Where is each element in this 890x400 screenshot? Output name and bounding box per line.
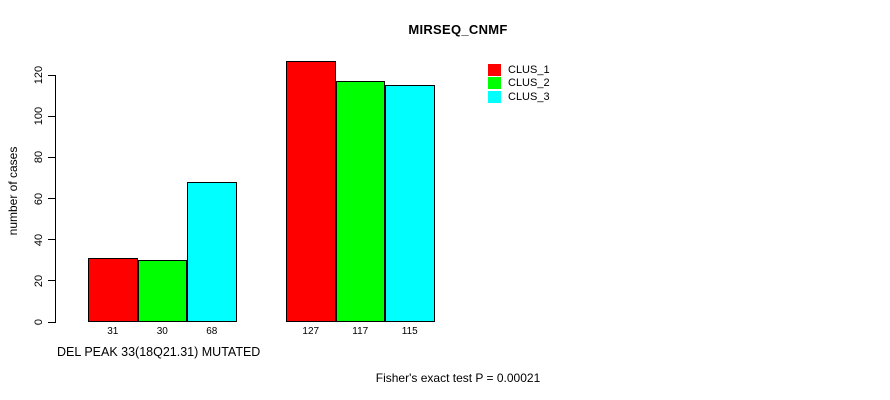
y-tick-mark: [48, 280, 55, 282]
y-tick-label: 0: [33, 318, 45, 326]
y-axis-line: [55, 75, 56, 323]
y-tick-label: 80: [33, 151, 45, 164]
legend: CLUS_1 CLUS_2 CLUS_3: [488, 63, 550, 104]
y-tick-label: 100: [33, 106, 45, 126]
bar-value-label: 117: [352, 326, 369, 337]
bar-clus_2: [335, 81, 385, 322]
legend-swatch-icon: [488, 77, 501, 90]
legend-label: CLUS_2: [508, 77, 550, 90]
chart-title: MIRSEQ_CNMF: [408, 22, 508, 37]
footer-note: Fisher's exact test P = 0.00021: [375, 371, 541, 385]
y-tick-mark: [48, 115, 55, 117]
y-tick-mark: [48, 321, 55, 323]
legend-swatch-icon: [488, 90, 501, 103]
y-tick-mark: [48, 156, 55, 158]
bar-clus_2: [137, 260, 187, 322]
y-tick-mark: [48, 239, 55, 241]
bar-value-label: 68: [206, 326, 218, 337]
legend-item: CLUS_3: [488, 90, 550, 104]
y-tick-mark: [48, 74, 55, 76]
legend-swatch-icon: [488, 63, 501, 76]
y-tick-label: 20: [33, 274, 45, 287]
legend-item: CLUS_1: [488, 63, 550, 77]
bar-clus_1: [286, 60, 336, 322]
bar-clus_1: [88, 258, 138, 322]
y-tick-label: 60: [33, 192, 45, 205]
bar-clus_3: [187, 182, 237, 322]
y-tick-label: 120: [33, 65, 45, 85]
y-tick-mark: [48, 198, 55, 199]
legend-label: CLUS_3: [508, 90, 550, 103]
bar-value-label: 127: [302, 326, 320, 337]
y-tick-label: 40: [33, 233, 45, 246]
legend-label: CLUS_1: [508, 63, 550, 76]
legend-item: CLUS_2: [488, 77, 550, 91]
y-axis-label: number of cases: [6, 146, 20, 236]
bar-value-label: 31: [107, 326, 119, 337]
bar-value-label: 30: [156, 326, 168, 337]
bar-value-label: 115: [401, 326, 418, 337]
bar-clus_3: [385, 85, 435, 322]
x-axis-label: DEL PEAK 33(18Q21.31) MUTATED: [57, 345, 261, 359]
